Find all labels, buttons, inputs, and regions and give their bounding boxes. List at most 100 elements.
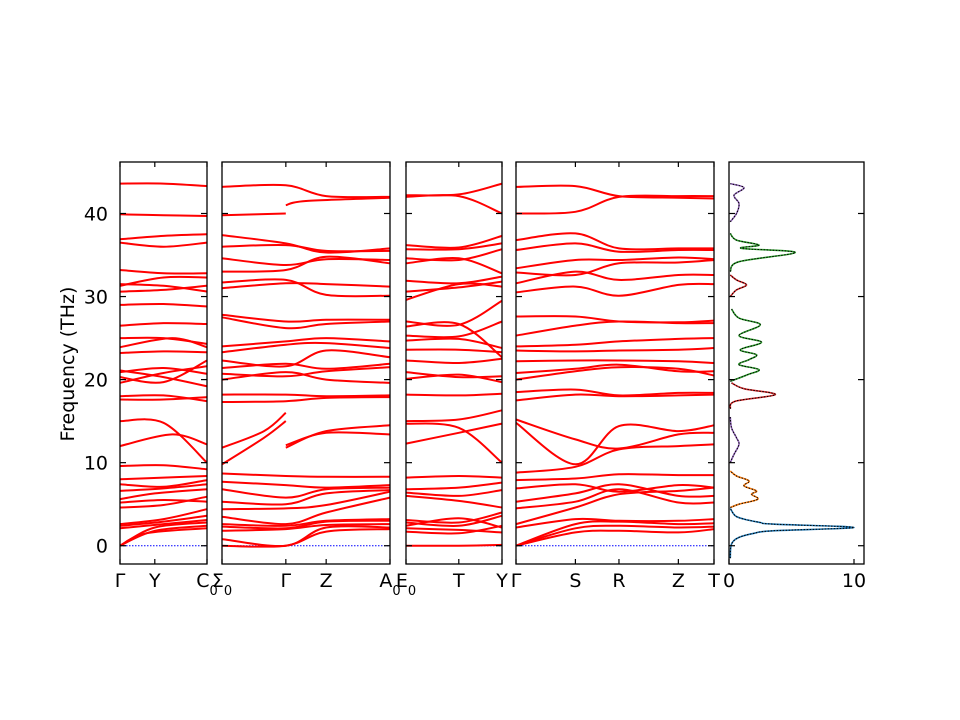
- band-line-18: [119, 365, 208, 384]
- band-line-6: [405, 511, 503, 524]
- band-panel-3: E0 T Y: [396, 161, 508, 599]
- band-panel-1: Γ Y C0: [115, 161, 218, 599]
- y-tick-label: 0: [96, 536, 108, 558]
- dos-total-line-1: [729, 508, 855, 559]
- band-line-9: [221, 486, 391, 499]
- band-line-34: [119, 182, 208, 188]
- band-line-2: [515, 524, 715, 547]
- k-point-label: R: [612, 570, 625, 592]
- band-line-24: [221, 316, 391, 330]
- band-line-21: [221, 349, 391, 368]
- y-tick-label: 30: [84, 287, 108, 309]
- k-point-label: Z: [672, 570, 685, 592]
- band-line-25: [221, 313, 391, 323]
- band-line-24: [515, 259, 715, 277]
- band-line-1: [405, 543, 503, 547]
- band-line-27: [119, 284, 208, 293]
- band-line-3: [221, 523, 391, 532]
- k-point-label: T: [452, 570, 465, 592]
- band-line-29: [119, 283, 208, 293]
- band-line-32: [119, 233, 208, 241]
- dos-partial-line-4: [729, 382, 777, 410]
- band-line-22: [221, 341, 391, 354]
- band-line-10: [405, 474, 503, 479]
- band-line-14: [119, 433, 208, 448]
- band-line-16: [119, 396, 208, 401]
- band-line-4: [221, 519, 391, 530]
- band-line-14: [285, 424, 391, 449]
- band-line-18: [515, 347, 715, 353]
- band-line-21: [515, 315, 715, 324]
- band-line-9: [515, 473, 715, 482]
- dos-total-line-2: [729, 470, 759, 508]
- dos-total-line-4: [729, 382, 776, 409]
- band-line-6: [119, 508, 208, 526]
- band-line-5: [119, 514, 208, 527]
- band-line-31: [221, 234, 391, 254]
- band-line-8: [405, 489, 503, 497]
- dos-frame: [728, 161, 865, 565]
- band-line-24: [119, 336, 208, 345]
- band-line-12: [221, 420, 287, 466]
- band-panel-2: Σ0 Γ Z A0: [212, 161, 401, 599]
- band-line-20: [515, 320, 715, 337]
- band-line-4: [119, 519, 208, 530]
- band-line-15: [119, 418, 208, 464]
- band-line-21: [119, 369, 208, 388]
- band-line-12: [405, 422, 503, 464]
- panel-frame: [221, 161, 391, 565]
- dos-partial-line-2: [729, 470, 759, 509]
- band-line-11: [405, 422, 503, 445]
- band-line-1: [515, 528, 715, 547]
- band-line-13: [221, 412, 287, 449]
- band-line-10: [221, 480, 391, 489]
- band-line-18: [405, 348, 503, 354]
- band-line-12: [515, 418, 715, 450]
- band-line-11: [119, 479, 208, 488]
- k-point-label: Γ: [511, 570, 522, 592]
- band-line-19: [405, 337, 503, 349]
- band-line-29: [221, 257, 391, 267]
- band-line-23: [221, 337, 391, 348]
- band-line-23: [405, 282, 503, 301]
- band-line-6: [515, 488, 715, 510]
- band-line-31: [405, 182, 503, 197]
- band-line-5: [515, 486, 715, 526]
- dos-total-line-6: [729, 274, 748, 297]
- k-point-label: S: [569, 570, 581, 592]
- band-line-22: [405, 299, 503, 327]
- band-line-28: [405, 242, 503, 251]
- y-tick-label: 20: [84, 370, 108, 392]
- band-line-19: [221, 366, 391, 378]
- band-line-7: [119, 495, 208, 509]
- k-point-label: Γ: [115, 570, 126, 592]
- band-line-11: [515, 421, 715, 466]
- band-line-5: [221, 518, 391, 527]
- band-line-33: [119, 213, 208, 217]
- band-line-15: [515, 366, 715, 381]
- band-line-13: [405, 409, 503, 423]
- dos-total-line-8: [729, 183, 745, 223]
- band-line-7: [515, 483, 715, 503]
- band-line-9: [119, 488, 208, 501]
- band-line-26: [119, 302, 208, 308]
- band-line-7: [405, 494, 503, 509]
- band-line-24: [405, 280, 503, 293]
- dos-partial-line-1: [729, 507, 855, 559]
- band-line-31: [119, 241, 208, 248]
- panel-frame: [515, 161, 715, 565]
- k-point-label: T: [707, 570, 720, 592]
- band-line-25: [405, 275, 503, 285]
- band-line-8: [221, 489, 391, 506]
- band-line-10: [119, 483, 208, 492]
- band-line-23: [515, 270, 715, 285]
- band-line-16: [515, 363, 715, 374]
- band-line-3: [119, 527, 208, 547]
- band-line-1: [221, 528, 391, 548]
- band-line-26: [515, 242, 715, 253]
- band-line-32: [221, 212, 286, 217]
- band-line-15: [285, 431, 391, 447]
- band-line-2: [221, 525, 391, 548]
